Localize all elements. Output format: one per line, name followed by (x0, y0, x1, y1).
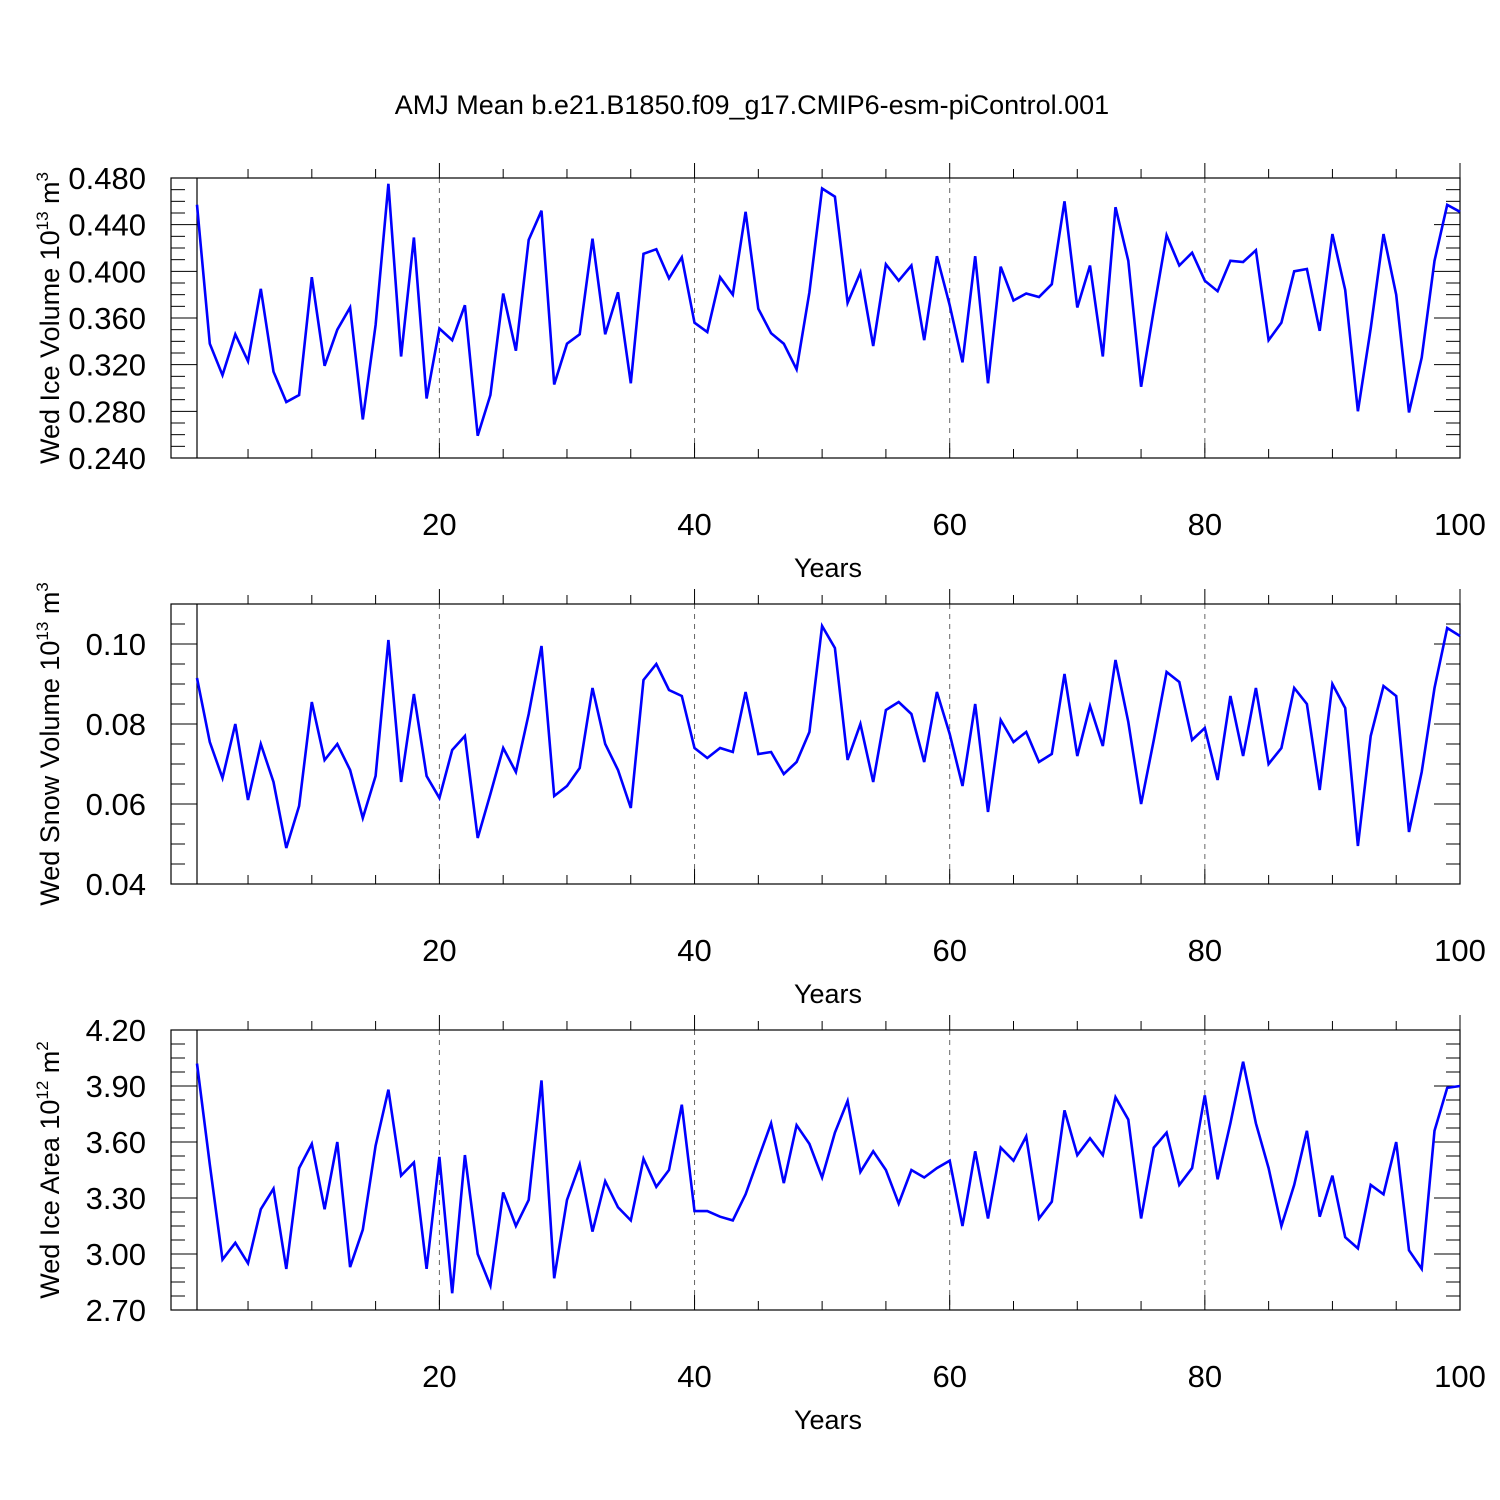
y-axis-label-unit: m (35, 1051, 65, 1081)
x-tick-label: 80 (1188, 933, 1222, 968)
y-axis-label-text: Wed Ice Area 10 (35, 1100, 65, 1299)
panel-ice-area: 2.70 3.00 3.30 3.60 3.90 4.20 20 40 60 80 100 Years… (33, 1013, 1486, 1435)
y-tick-label: 0.240 (68, 441, 146, 476)
y-axis-label-text: Wed Snow Volume 10 (35, 641, 65, 906)
x-tick-label: 20 (422, 507, 456, 542)
x-tick-label: 60 (932, 1359, 966, 1394)
y-tick-label: 0.280 (68, 394, 146, 429)
x-axis-label: Years (794, 979, 862, 1009)
y-tick-label: 0.10 (86, 627, 146, 662)
y-axis-label-unit-sup: 2 (33, 1041, 52, 1050)
y-tick-label: 0.400 (68, 254, 146, 289)
y-tick-label: 0.08 (86, 707, 146, 742)
y-axis-label: Wed Snow Volume 1013 m3 (33, 582, 65, 906)
series-line-0 (195, 1061, 1461, 1294)
x-tick-label: 80 (1188, 507, 1222, 542)
series-line-0 (195, 183, 1461, 437)
figure-title: AMJ Mean b.e21.B1850.f09_g17.CMIP6-esm-p… (395, 90, 1109, 120)
y-axis-label: Wed Ice Area 1012 m2 (33, 1041, 65, 1299)
y-tick-label: 3.90 (86, 1069, 146, 1104)
y-tick-label: 0.320 (68, 348, 146, 383)
y-tick-label: 0.360 (68, 301, 146, 336)
x-tick-label: 40 (677, 507, 711, 542)
y-axis-label-text: Wed Ice Volume 10 (35, 230, 65, 464)
y-axis-label-sup: 12 (33, 1081, 52, 1100)
y-tick-label: 4.20 (86, 1013, 146, 1048)
y-tick-label: 0.04 (86, 867, 146, 902)
y-axis-label-unit-sup: 3 (33, 582, 52, 591)
y-tick-label: 2.70 (86, 1293, 146, 1328)
y-tick-label: 0.440 (68, 208, 146, 243)
y-axis-label: Wed Ice Volume 1013 m3 (33, 172, 65, 464)
x-tick-label: 40 (677, 1359, 711, 1394)
y-axis-label-sup: 13 (33, 211, 52, 230)
y-tick-label: 3.30 (86, 1181, 146, 1216)
panel-ice-volume: 0.240 0.280 0.320 0.360 0.400 0.440 0.480 20 40 6… (33, 161, 1486, 583)
panel-snow-volume: 0.04 0.06 0.08 0.10 20 40 60 80 100 Years Wed Snow… (33, 582, 1486, 1009)
x-tick-label: 100 (1434, 1359, 1486, 1394)
x-axis-label: Years (794, 553, 862, 583)
y-axis-label-unit: m (35, 592, 65, 622)
y-tick-label: 3.60 (86, 1125, 146, 1160)
plot-frame (170, 603, 1461, 885)
x-tick-label: 100 (1434, 507, 1486, 542)
x-tick-label: 40 (677, 933, 711, 968)
y-tick-label: 3.00 (86, 1237, 146, 1272)
plot-frame (170, 1029, 1461, 1311)
x-tick-label: 60 (932, 933, 966, 968)
y-axis-label-unit-sup: 3 (33, 172, 52, 181)
y-axis-label-sup: 13 (33, 622, 52, 641)
x-tick-label: 20 (422, 933, 456, 968)
x-tick-label: 80 (1188, 1359, 1222, 1394)
x-axis-label: Years (794, 1405, 862, 1435)
y-tick-label: 0.480 (68, 161, 146, 196)
x-tick-label: 100 (1434, 933, 1486, 968)
y-tick-label: 0.06 (86, 787, 146, 822)
x-tick-label: 60 (932, 507, 966, 542)
x-tick-label: 20 (422, 1359, 456, 1394)
y-axis-label-unit: m (35, 181, 65, 211)
series-line-0 (195, 621, 1461, 849)
